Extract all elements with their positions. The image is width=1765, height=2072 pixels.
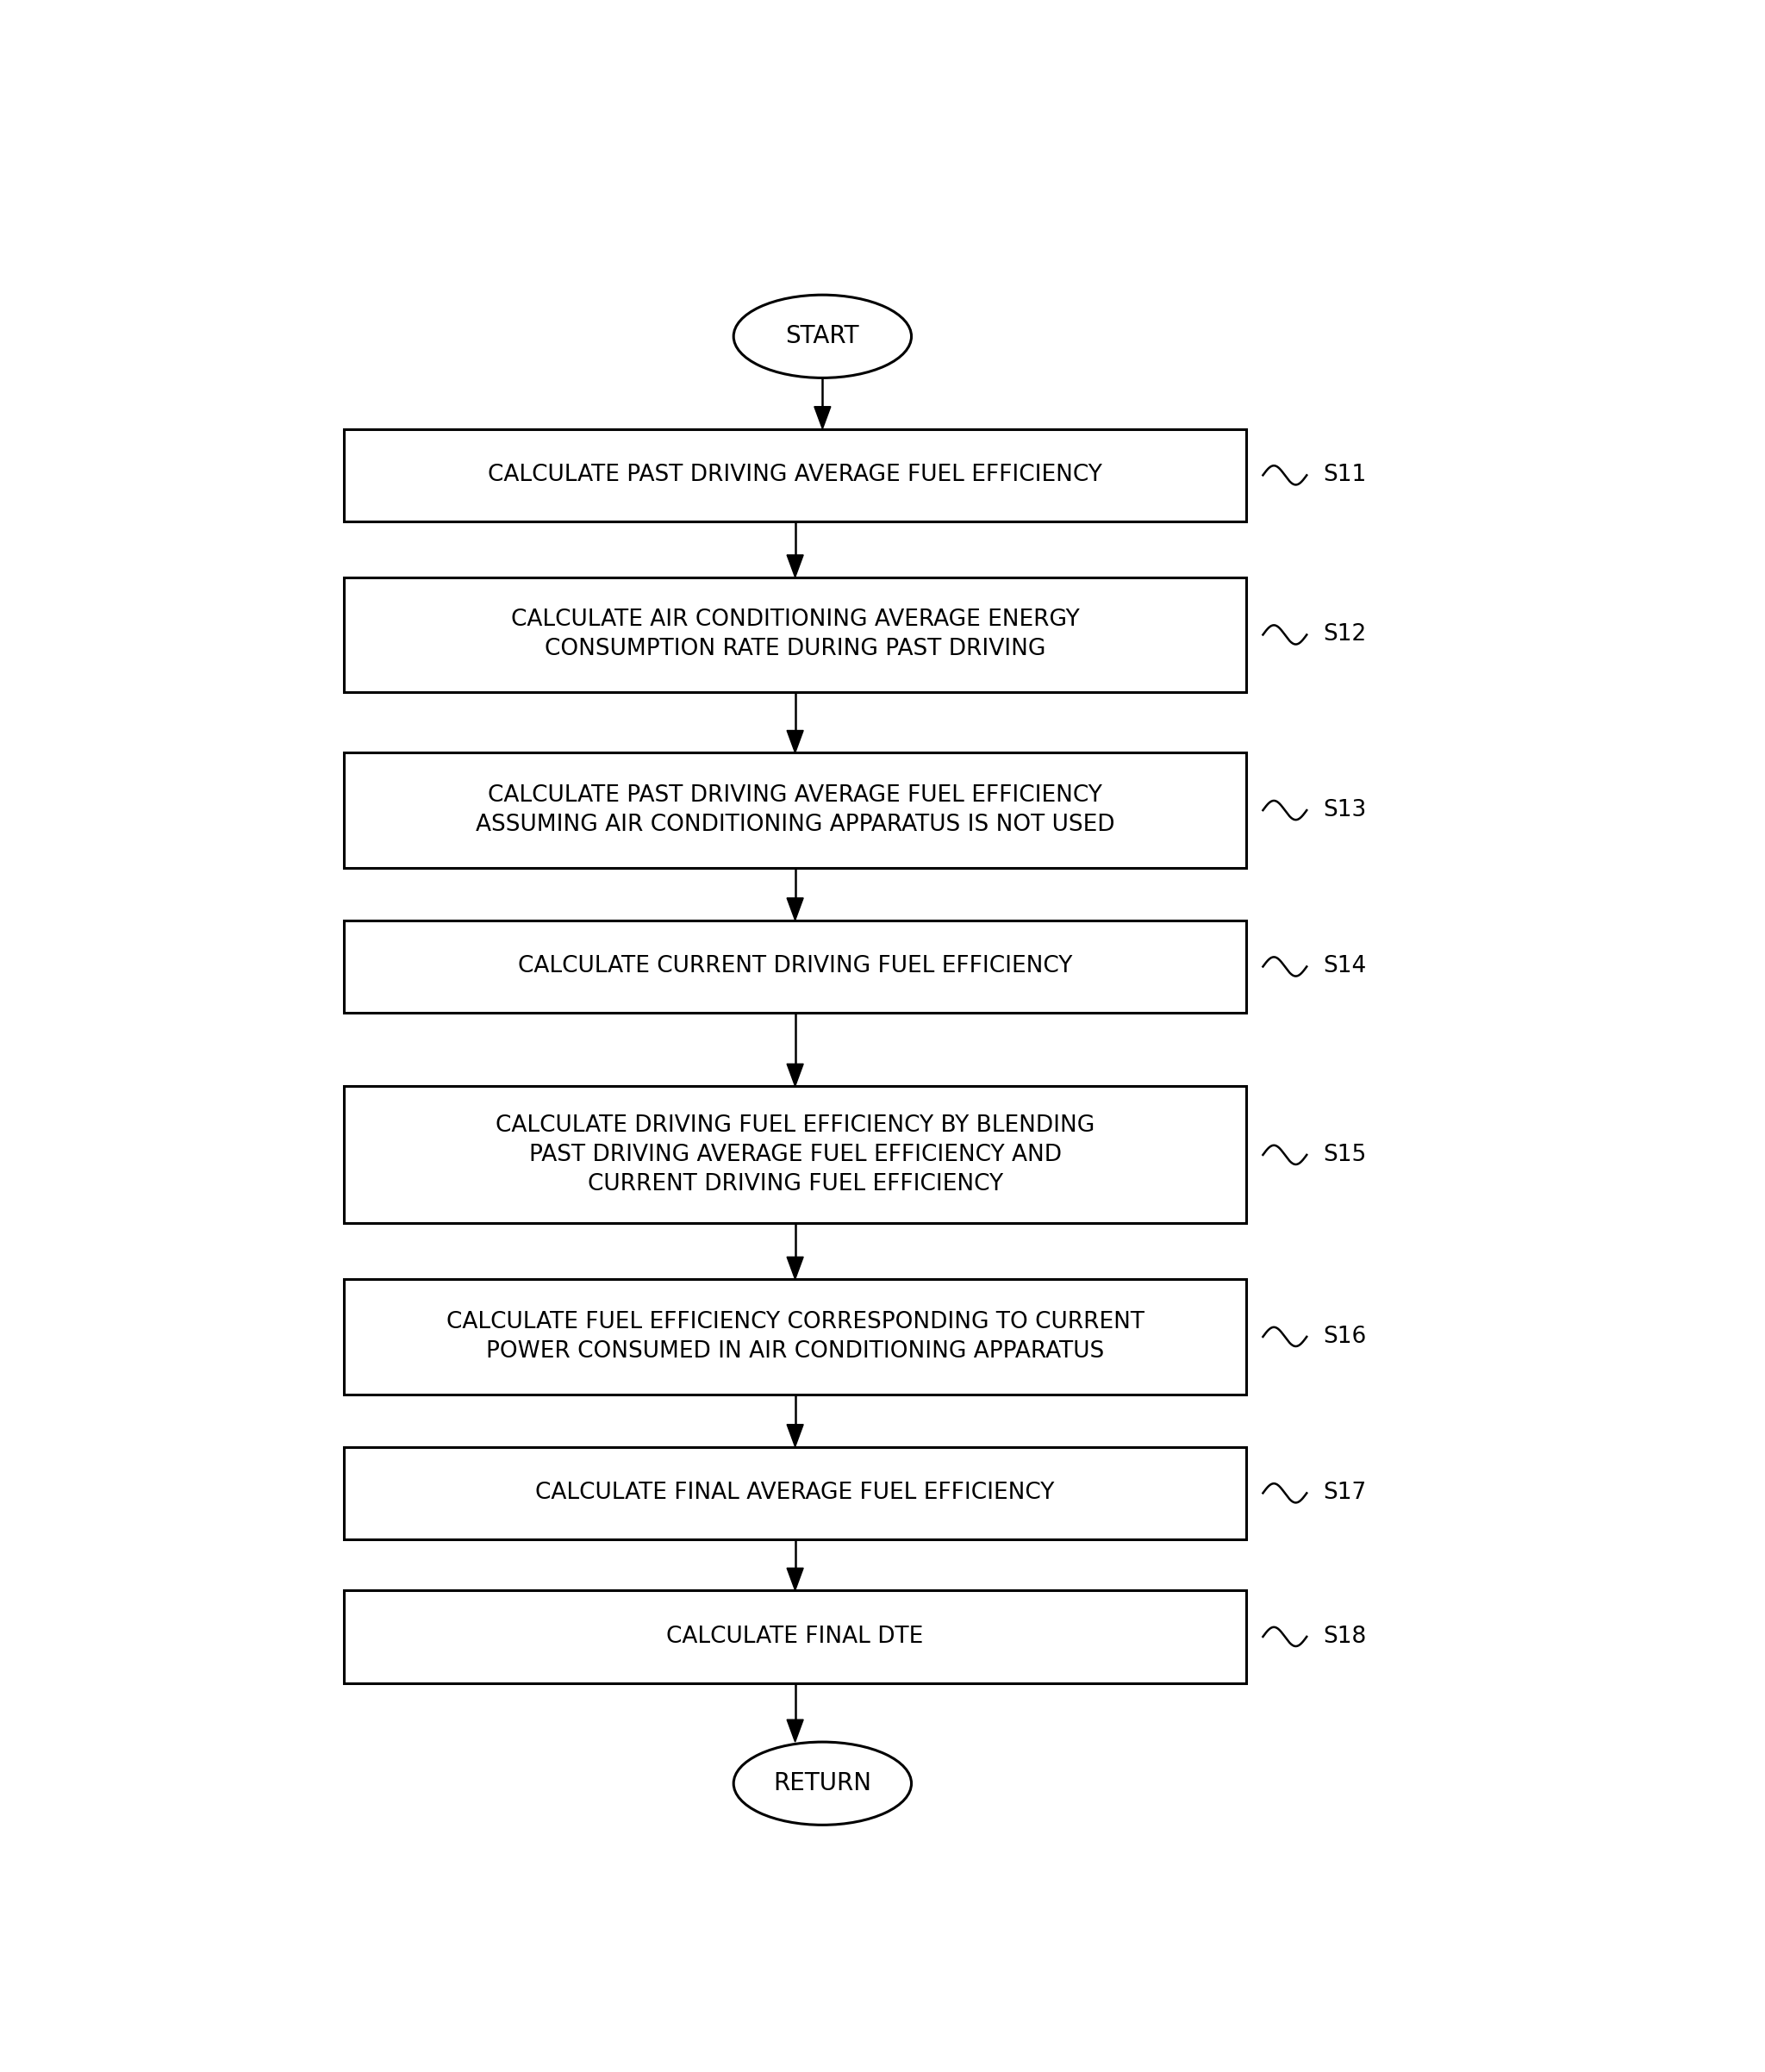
- Bar: [344, 1446, 1246, 1539]
- Bar: [344, 920, 1246, 1013]
- Text: CALCULATE DRIVING FUEL EFFICIENCY BY BLENDING
PAST DRIVING AVERAGE FUEL EFFICIEN: CALCULATE DRIVING FUEL EFFICIENCY BY BLE…: [496, 1115, 1094, 1196]
- Text: CALCULATE FUEL EFFICIENCY CORRESPONDING TO CURRENT
POWER CONSUMED IN AIR CONDITI: CALCULATE FUEL EFFICIENCY CORRESPONDING …: [447, 1312, 1144, 1363]
- Polygon shape: [787, 1720, 803, 1743]
- Bar: [344, 1591, 1246, 1682]
- Text: S11: S11: [1324, 464, 1366, 487]
- Polygon shape: [787, 1063, 803, 1086]
- Polygon shape: [814, 406, 831, 429]
- Text: S12: S12: [1324, 624, 1366, 646]
- Polygon shape: [787, 555, 803, 578]
- Text: CALCULATE PAST DRIVING AVERAGE FUEL EFFICIENCY
ASSUMING AIR CONDITIONING APPARAT: CALCULATE PAST DRIVING AVERAGE FUEL EFFI…: [475, 785, 1115, 837]
- Ellipse shape: [734, 1743, 911, 1825]
- Text: S13: S13: [1324, 800, 1366, 821]
- Polygon shape: [787, 1258, 803, 1278]
- Bar: [344, 1086, 1246, 1222]
- Bar: [344, 578, 1246, 692]
- Bar: [344, 752, 1246, 868]
- Text: S18: S18: [1324, 1624, 1366, 1647]
- Text: START: START: [785, 325, 860, 348]
- Text: RETURN: RETURN: [773, 1772, 872, 1796]
- Bar: [344, 1278, 1246, 1394]
- Polygon shape: [787, 1569, 803, 1591]
- Text: CALCULATE CURRENT DRIVING FUEL EFFICIENCY: CALCULATE CURRENT DRIVING FUEL EFFICIENC…: [517, 955, 1073, 978]
- Text: CALCULATE FINAL AVERAGE FUEL EFFICIENCY: CALCULATE FINAL AVERAGE FUEL EFFICIENCY: [535, 1481, 1055, 1504]
- Text: S17: S17: [1324, 1481, 1366, 1504]
- Ellipse shape: [734, 294, 911, 377]
- Bar: [344, 429, 1246, 522]
- Text: CALCULATE PAST DRIVING AVERAGE FUEL EFFICIENCY: CALCULATE PAST DRIVING AVERAGE FUEL EFFI…: [487, 464, 1103, 487]
- Text: CALCULATE AIR CONDITIONING AVERAGE ENERGY
CONSUMPTION RATE DURING PAST DRIVING: CALCULATE AIR CONDITIONING AVERAGE ENERG…: [510, 609, 1080, 661]
- Text: S15: S15: [1324, 1144, 1366, 1167]
- Text: CALCULATE FINAL DTE: CALCULATE FINAL DTE: [667, 1624, 923, 1647]
- Polygon shape: [787, 897, 803, 920]
- Text: S14: S14: [1324, 955, 1366, 978]
- Polygon shape: [787, 731, 803, 752]
- Text: S16: S16: [1324, 1326, 1366, 1349]
- Polygon shape: [787, 1423, 803, 1446]
